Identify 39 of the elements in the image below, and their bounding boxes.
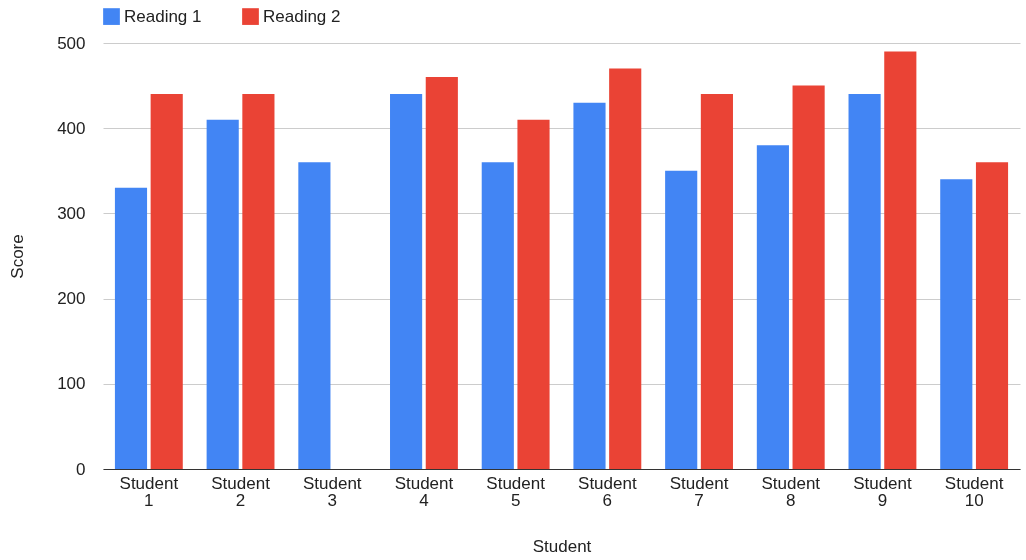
y-axis-title: Score bbox=[8, 234, 28, 279]
x-tick-label: Student 2 bbox=[211, 473, 271, 510]
x-tick-label: Student 9 bbox=[853, 473, 913, 510]
bar bbox=[792, 85, 825, 469]
bar bbox=[700, 94, 733, 469]
x-tick-label: Student 8 bbox=[761, 473, 821, 510]
bar bbox=[573, 102, 606, 469]
bar bbox=[609, 68, 642, 469]
bar bbox=[114, 187, 148, 469]
bar bbox=[298, 162, 331, 469]
x-tick-label: Student 4 bbox=[394, 473, 454, 510]
y-tick-label: 400 bbox=[57, 118, 86, 138]
bar bbox=[665, 170, 698, 469]
x-tick-label: Student 5 bbox=[486, 473, 546, 510]
x-tick-label: Student 1 bbox=[119, 473, 179, 510]
x-tick-label: Student 10 bbox=[944, 473, 1004, 510]
bar bbox=[242, 94, 275, 469]
x-tick-label: Student 3 bbox=[302, 473, 362, 510]
legend-label: Reading 2 bbox=[263, 6, 341, 26]
bar bbox=[848, 94, 881, 469]
x-axis-title: Student bbox=[532, 536, 592, 556]
y-tick-label: 0 bbox=[76, 459, 86, 479]
legend-label: Reading 1 bbox=[124, 6, 202, 26]
bar bbox=[206, 119, 239, 469]
y-tick-label: 100 bbox=[57, 374, 86, 394]
bar bbox=[517, 119, 550, 469]
bar bbox=[884, 51, 917, 469]
bar bbox=[390, 94, 423, 469]
bar bbox=[975, 162, 1009, 469]
x-tick-label: Student 6 bbox=[578, 473, 637, 510]
bar bbox=[150, 94, 183, 469]
x-tick-label: Student 7 bbox=[669, 473, 729, 510]
y-tick-label: 300 bbox=[57, 203, 86, 223]
bar bbox=[481, 162, 514, 469]
y-tick-label: 500 bbox=[57, 33, 86, 53]
bar bbox=[756, 145, 789, 469]
y-tick-label: 200 bbox=[57, 289, 86, 309]
bar bbox=[940, 179, 973, 469]
bar bbox=[425, 77, 458, 469]
